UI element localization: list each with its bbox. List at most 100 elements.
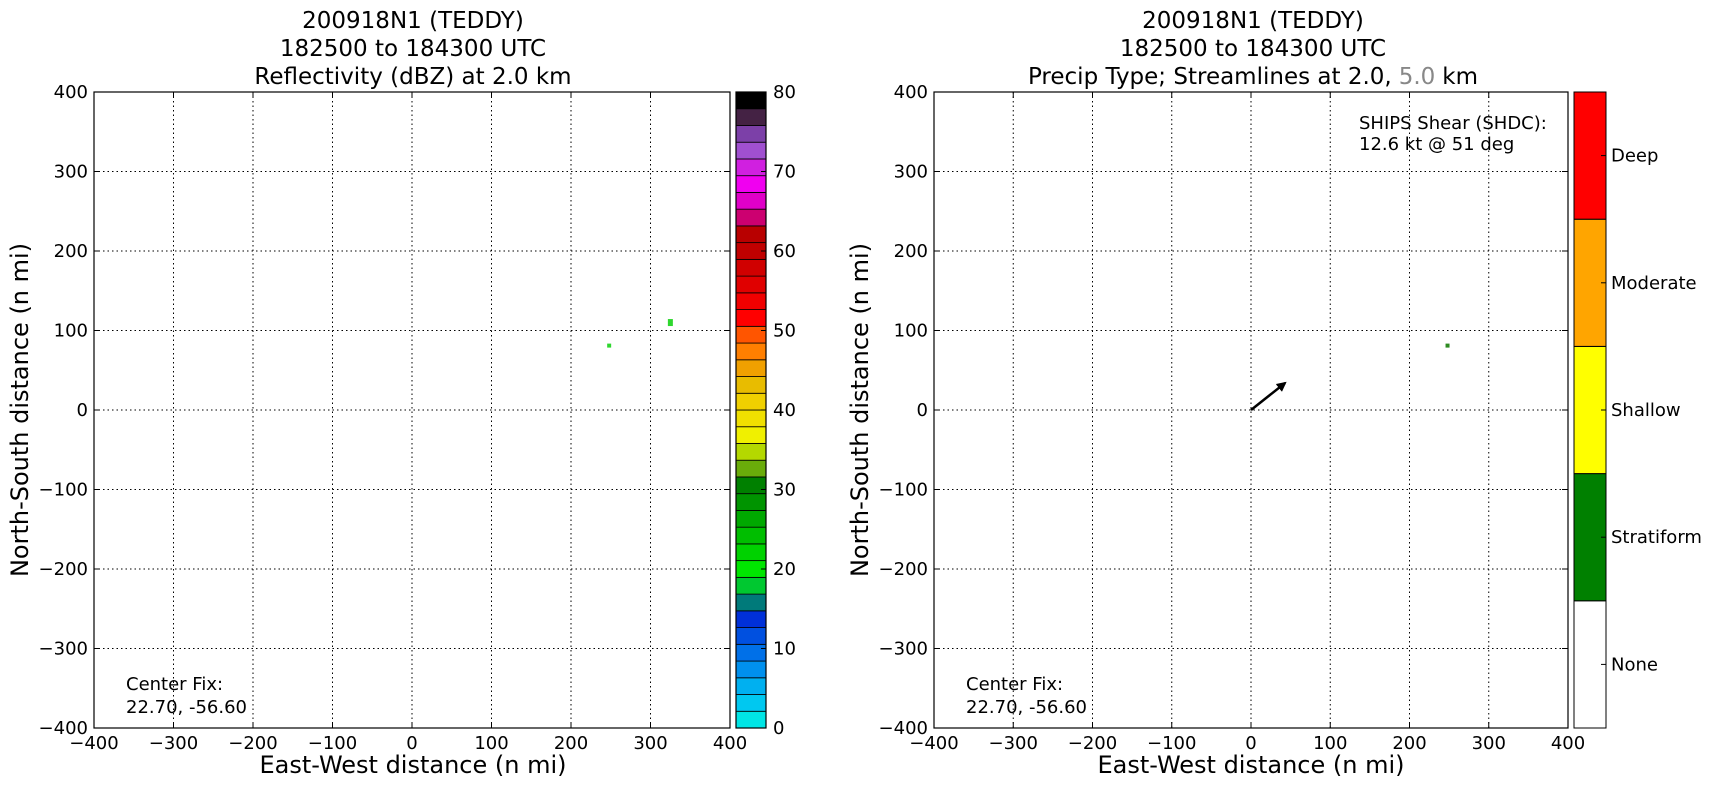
- right-title-line-3: Precip Type; Streamlines at 2.0, 5.0 km: [1028, 64, 1478, 90]
- right-x-tick-label: 200: [1392, 733, 1426, 754]
- left-y-tick-label: 0: [77, 400, 88, 421]
- reflectivity-colorbar-segment: [735, 158, 767, 177]
- reflectivity-colorbar: 0 10 20 30 40 50 60 70 80: [735, 82, 796, 739]
- precip-type-colorbar-label: Deep: [1611, 146, 1658, 167]
- left-x-tick-label: 300: [633, 733, 667, 754]
- left-y-tick-label: −300: [39, 639, 88, 660]
- reflectivity-colorbar-segment: [735, 510, 767, 528]
- right-y-tick-label: 0: [917, 400, 928, 421]
- right-echo-cell: [1445, 343, 1450, 348]
- reflectivity-colorbar-segment: [735, 292, 767, 310]
- reflectivity-colorbar-segment: [735, 643, 767, 662]
- reflectivity-colorbar-segment: [735, 225, 767, 244]
- left-y-tick-label: −200: [39, 559, 88, 580]
- reflectivity-colorbar-segment: [735, 710, 767, 729]
- right-y-ticks: −400 −300 −200 −100 0 100 200 300 400: [879, 82, 1568, 739]
- right-center-fix-label: Center Fix:: [966, 674, 1063, 695]
- precip-type-colorbar-label: Stratiform: [1611, 527, 1702, 548]
- right-y-tick-label: 200: [894, 241, 928, 262]
- reflectivity-colorbar-segment: [735, 309, 767, 327]
- right-y-tick-label: −300: [879, 639, 928, 660]
- right-x-tick-label: 0: [1245, 733, 1256, 754]
- right-y-axis-label: North-South distance (n mi): [846, 243, 874, 577]
- left-y-ticks: −400 −300 −200 −100 0 100 200 300 400: [39, 82, 730, 739]
- left-y-tick-label: 100: [54, 321, 88, 342]
- left-title-line-1: 200918N1 (TEDDY): [302, 8, 524, 34]
- reflectivity-colorbar-segment: [735, 694, 767, 712]
- left-title-line-3: Reflectivity (dBZ) at 2.0 km: [254, 64, 571, 90]
- left-x-tick-label: 400: [713, 733, 747, 754]
- left-y-tick-label: 400: [54, 82, 88, 103]
- right-echo-cells: [1445, 343, 1450, 348]
- reflectivity-colorbar-segment: [735, 476, 767, 495]
- reflectivity-colorbar-segment: [735, 275, 767, 294]
- left-center-fix-value: 22.70, -56.60: [126, 697, 247, 718]
- reflectivity-colorbar-segment: [735, 175, 767, 193]
- precip-type-colorbar: None Stratiform Shallow Moderate Deep: [1573, 91, 1702, 729]
- reflectivity-colorbar-segment: [735, 443, 767, 461]
- right-y-tick-label: 300: [894, 162, 928, 183]
- right-title-suffix: km: [1442, 64, 1478, 90]
- reflectivity-colorbar-segment: [735, 493, 767, 511]
- reflectivity-colorbar-segment: [735, 409, 767, 428]
- precip-type-colorbar-segment: [1573, 473, 1607, 602]
- reflectivity-colorbar-tick-label: 30: [773, 480, 796, 501]
- right-x-tick-label: 300: [1472, 733, 1506, 754]
- reflectivity-colorbar-segment: [735, 610, 767, 628]
- reflectivity-colorbar-segment: [735, 627, 767, 645]
- right-x-axis-label: East-West distance (n mi): [1097, 751, 1404, 779]
- left-y-tick-label: −400: [39, 718, 88, 739]
- right-x-ticks: −400 −300 −200 −100 0 100 200 300 400: [909, 92, 1585, 754]
- reflectivity-colorbar-segment: [735, 392, 767, 411]
- precip-type-colorbar-segment: [1573, 345, 1607, 475]
- reflectivity-colorbar-segment: [735, 543, 767, 562]
- reflectivity-colorbar-tick-label: 20: [773, 559, 796, 580]
- precip-type-colorbar-segment: [1573, 218, 1607, 347]
- left-x-tick-label: −200: [228, 733, 277, 754]
- reflectivity-colorbar-segment: [735, 258, 767, 277]
- left-x-tick-label: 200: [554, 733, 588, 754]
- precip-type-colorbar-label: Moderate: [1611, 273, 1697, 294]
- left-center-fix-label: Center Fix:: [126, 674, 223, 695]
- right-title-line-2: 182500 to 184300 UTC: [1120, 36, 1386, 62]
- left-y-tick-label: −100: [39, 480, 88, 501]
- right-x-tick-label: 100: [1313, 733, 1347, 754]
- right-x-tick-label: 400: [1551, 733, 1585, 754]
- right-chart: 200918N1 (TEDDY) 182500 to 184300 UTC Pr…: [846, 8, 1702, 779]
- reflectivity-colorbar-segment: [735, 359, 767, 377]
- left-x-tick-label: −100: [308, 733, 357, 754]
- reflectivity-colorbar-segment: [735, 141, 767, 160]
- reflectivity-colorbar-segment: [735, 660, 767, 679]
- reflectivity-colorbar-segment: [735, 376, 767, 394]
- left-y-tick-label: 300: [54, 162, 88, 183]
- left-x-tick-label: 100: [474, 733, 508, 754]
- right-x-tick-label: −400: [909, 733, 958, 754]
- reflectivity-colorbar-tick-label: 70: [773, 162, 796, 183]
- reflectivity-colorbar-segment: [735, 576, 767, 595]
- reflectivity-colorbar-tick-label: 40: [773, 400, 796, 421]
- left-echo-cells: [607, 319, 673, 348]
- reflectivity-colorbar-segment: [735, 426, 767, 444]
- reflectivity-colorbar-segment: [735, 91, 767, 110]
- left-y-axis-label: North-South distance (n mi): [6, 243, 34, 577]
- left-y-tick-label: 200: [54, 241, 88, 262]
- reflectivity-colorbar-segment: [735, 459, 767, 478]
- left-title-line-2: 182500 to 184300 UTC: [280, 36, 546, 62]
- left-x-tick-label: −300: [149, 733, 198, 754]
- right-title-prefix: Precip Type; Streamlines at 2.0,: [1028, 64, 1392, 90]
- reflectivity-colorbar-segment: [735, 108, 767, 126]
- reflectivity-colorbar-tick-label: 0: [773, 718, 784, 739]
- left-gridlines: [94, 92, 730, 728]
- reflectivity-colorbar-tick-label: 60: [773, 241, 796, 262]
- right-y-tick-label: 100: [894, 321, 928, 342]
- reflectivity-colorbar-segment: [735, 677, 767, 695]
- right-x-tick-label: −200: [1068, 733, 1117, 754]
- left-echo-cell: [667, 319, 673, 327]
- left-x-tick-label: 0: [406, 733, 417, 754]
- precip-type-colorbar-segment: [1573, 600, 1607, 729]
- reflectivity-colorbar-tick-label: 50: [773, 321, 796, 342]
- left-chart: 200918N1 (TEDDY) 182500 to 184300 UTC Re…: [6, 8, 796, 779]
- right-y-tick-label: 400: [894, 82, 928, 103]
- reflectivity-colorbar-segment: [735, 325, 767, 344]
- reflectivity-colorbar-segment: [735, 342, 767, 361]
